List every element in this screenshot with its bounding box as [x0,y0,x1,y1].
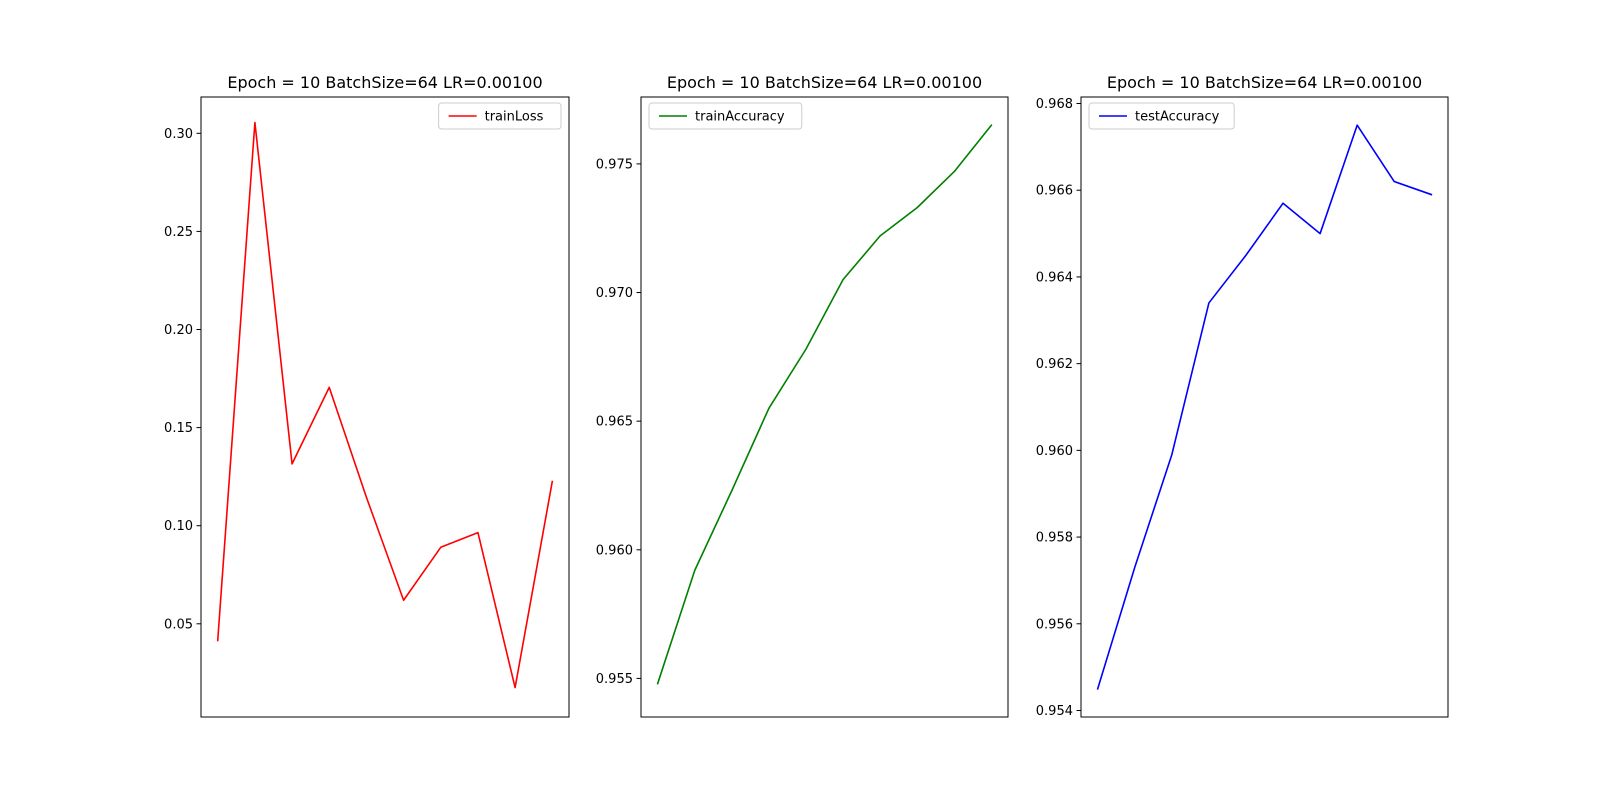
y-tick-label-train-loss-4: 0.25 [164,225,193,240]
y-tick-label-train-accuracy-4: 0.975 [596,157,633,172]
y-tick-label-train-loss-3: 0.20 [164,323,193,338]
series-line-test-accuracy [1096,124,1433,690]
y-tick-label-test-accuracy-3: 0.960 [1036,444,1073,459]
legend-box-test-accuracy [1088,102,1235,130]
y-tick-label-train-loss-0: 0.05 [164,617,193,632]
y-tick-label-test-accuracy-4: 0.962 [1036,357,1073,372]
y-tick-label-test-accuracy-1: 0.956 [1036,617,1073,632]
legend-label-train-accuracy: trainAccuracy [695,110,785,125]
subplot-train-accuracy: Epoch = 10 BatchSize=64 LR=0.001000.9550… [596,73,1009,718]
y-tick-label-test-accuracy-6: 0.966 [1036,184,1073,199]
series-line-train-loss [216,121,554,689]
y-axis-train-loss: 0.05 0.10 0.15 0.20 0.25 0.30 [164,127,201,632]
axes-frame-train-loss [200,96,570,718]
legend-box-train-loss [438,102,562,130]
axes-frame-test-accuracy [1080,96,1449,718]
y-tick-label-test-accuracy-7: 0.968 [1036,97,1073,112]
y-axis-test-accuracy: 0.954 0.956 0.958 0.960 0.962 0.964 0.966 0.968 [1036,97,1081,719]
legend-train-accuracy: trainAccuracy [648,102,803,130]
y-tick-label-train-loss-5: 0.30 [164,127,193,142]
y-tick-label-train-accuracy-1: 0.960 [596,543,633,558]
y-axis-train-accuracy: 0.955 0.960 0.965 0.970 0.975 [596,157,641,687]
legend-label-train-loss: trainLoss [485,110,544,125]
legend-test-accuracy: testAccuracy [1088,102,1235,130]
y-tick-label-train-accuracy-0: 0.955 [596,672,633,687]
y-tick-label-test-accuracy-5: 0.964 [1036,270,1073,285]
legend-train-loss: trainLoss [438,102,562,130]
chart-title-train-loss: Epoch = 10 BatchSize=64 LR=0.00100 [227,73,542,92]
chart-title-test-accuracy: Epoch = 10 BatchSize=64 LR=0.00100 [1107,73,1422,92]
axes-frame-train-accuracy [640,96,1009,718]
y-tick-label-test-accuracy-0: 0.954 [1036,704,1073,719]
series-line-train-accuracy [656,124,993,685]
legend-box-train-accuracy [648,102,803,130]
y-tick-label-train-loss-2: 0.15 [164,421,193,436]
chart-title-train-accuracy: Epoch = 10 BatchSize=64 LR=0.00100 [667,73,982,92]
y-tick-label-test-accuracy-2: 0.958 [1036,531,1073,546]
subplot-test-accuracy: Epoch = 10 BatchSize=64 LR=0.001000.9540… [1036,73,1449,719]
subplot-train-loss: Epoch = 10 BatchSize=64 LR=0.001000.050.… [164,73,570,718]
y-tick-label-train-accuracy-2: 0.965 [596,415,633,430]
legend-label-test-accuracy: testAccuracy [1135,110,1220,125]
y-tick-label-train-accuracy-3: 0.970 [596,286,633,301]
y-tick-label-train-loss-1: 0.10 [164,519,193,534]
